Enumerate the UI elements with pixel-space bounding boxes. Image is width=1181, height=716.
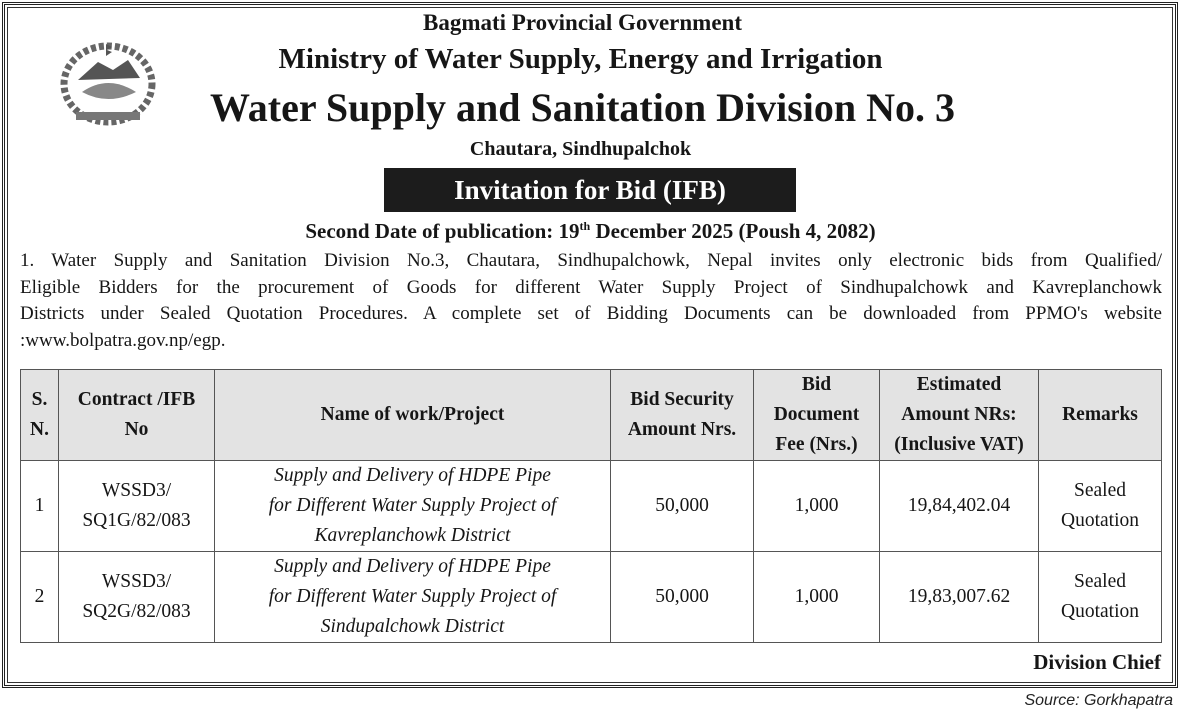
col-work: Name of work/Project (214, 369, 611, 461)
cell-work: Supply and Delivery of HDPE Pipe for Diff… (214, 551, 611, 643)
signatory: Division Chief (1033, 650, 1161, 674)
col-doc-fee: Bid Document Fee (Nrs.) (753, 369, 880, 461)
paragraph-line: Eligible Bidders for the procurement of … (20, 276, 1162, 298)
ministry-name: Ministry of Water Supply, Energy and Irr… (278, 43, 883, 75)
table-row: 1 WSSD3/SQ1G/82/083 Supply and Delivery … (20, 460, 1162, 552)
col-remarks: Remarks (1038, 369, 1162, 461)
cell-work: Supply and Delivery of HDPE Pipe for Diff… (214, 460, 611, 552)
col-sn: S. N. (20, 369, 59, 461)
cell-sn: 2 (20, 551, 59, 643)
source-credit: Source: Gorkhapatra (1024, 692, 1173, 709)
col-bid-security: Bid Security Amount Nrs. (610, 369, 754, 461)
cell-contract: WSSD3/SQ2G/82/083 (58, 551, 215, 643)
col-contract: Contract /IFB No (58, 369, 215, 461)
cell-doc-fee: 1,000 (753, 551, 880, 643)
notice-title: Invitation for Bid (IFB) (384, 168, 796, 212)
government-name: Bagmati Provincial Government (423, 10, 742, 35)
notice-paragraph: 1. Water Supply and Sanitation Division … (20, 248, 1162, 354)
table-row: 2 WSSD3/SQ2G/82/083 Supply and Delivery … (20, 551, 1162, 643)
cell-contract: WSSD3/SQ1G/82/083 (58, 460, 215, 552)
cell-estimated: 19,83,007.62 (879, 551, 1039, 643)
cell-sn: 1 (20, 460, 59, 552)
paragraph-line: Districts under Sealed Quotation Procedu… (20, 303, 1162, 324)
bid-table: S. N. Contract /IFB No Name of work/Projec… (20, 369, 1162, 643)
government-emblem-icon (60, 42, 156, 126)
paragraph-line: 1. Water Supply and Sanitation Division … (20, 250, 1162, 271)
cell-bid-security: 50,000 (610, 460, 754, 552)
publication-date: Second Date of publication: 19th Decembe… (305, 219, 876, 243)
cell-bid-security: 50,000 (610, 551, 754, 643)
division-location: Chautara, Sindhupalchok (469, 138, 692, 160)
cell-doc-fee: 1,000 (753, 460, 880, 552)
notice-frame (2, 2, 1178, 688)
col-estimated: Estimated Amount NRs: (Inclusive VAT) (879, 369, 1039, 461)
cell-remarks: Sealed Quotation (1038, 551, 1162, 643)
cell-remarks: Sealed Quotation (1038, 460, 1162, 552)
table-header-row: S. N. Contract /IFB No Name of work/Projec… (20, 369, 1162, 461)
cell-estimated: 19,84,402.04 (879, 460, 1039, 552)
paragraph-line: :www.bolpatra.gov.np/egp. (20, 329, 226, 351)
division-name: Water Supply and Sanitation Division No.… (209, 85, 956, 130)
